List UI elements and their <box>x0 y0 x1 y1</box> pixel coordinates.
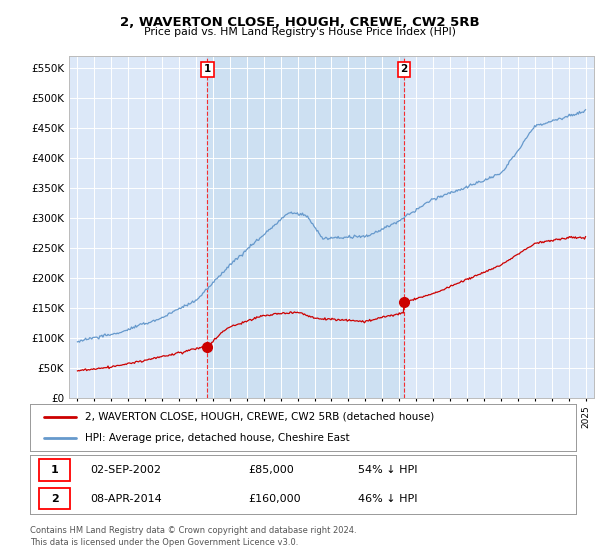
Text: £160,000: £160,000 <box>248 493 301 503</box>
Text: Price paid vs. HM Land Registry's House Price Index (HPI): Price paid vs. HM Land Registry's House … <box>144 27 456 37</box>
Text: 2, WAVERTON CLOSE, HOUGH, CREWE, CW2 5RB: 2, WAVERTON CLOSE, HOUGH, CREWE, CW2 5RB <box>120 16 480 29</box>
Text: 2: 2 <box>400 64 407 74</box>
Text: HPI: Average price, detached house, Cheshire East: HPI: Average price, detached house, Ches… <box>85 433 349 444</box>
Text: 46% ↓ HPI: 46% ↓ HPI <box>358 493 417 503</box>
Text: £85,000: £85,000 <box>248 465 294 475</box>
Text: 1: 1 <box>204 64 211 74</box>
Text: 2: 2 <box>50 493 58 503</box>
Text: Contains HM Land Registry data © Crown copyright and database right 2024.: Contains HM Land Registry data © Crown c… <box>30 526 356 535</box>
Text: 02-SEP-2002: 02-SEP-2002 <box>90 465 161 475</box>
Text: 1: 1 <box>50 465 58 475</box>
Text: 2, WAVERTON CLOSE, HOUGH, CREWE, CW2 5RB (detached house): 2, WAVERTON CLOSE, HOUGH, CREWE, CW2 5RB… <box>85 412 434 422</box>
Bar <box>208 56 404 398</box>
FancyBboxPatch shape <box>39 488 70 510</box>
Text: 08-APR-2014: 08-APR-2014 <box>90 493 162 503</box>
Text: This data is licensed under the Open Government Licence v3.0.: This data is licensed under the Open Gov… <box>30 538 298 547</box>
FancyBboxPatch shape <box>39 459 70 480</box>
Text: 54% ↓ HPI: 54% ↓ HPI <box>358 465 417 475</box>
